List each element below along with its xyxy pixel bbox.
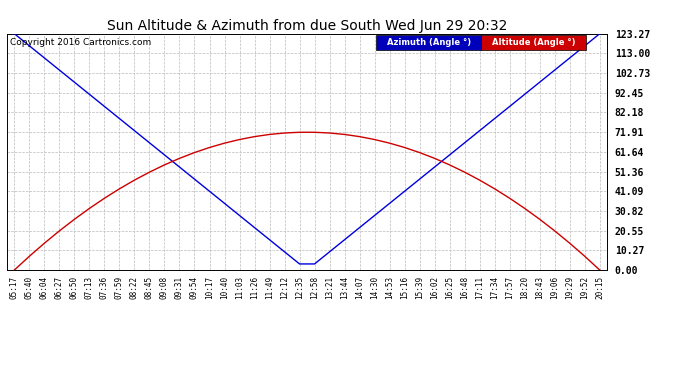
FancyBboxPatch shape [481,35,586,50]
FancyBboxPatch shape [376,35,481,50]
Title: Sun Altitude & Azimuth from due South Wed Jun 29 20:32: Sun Altitude & Azimuth from due South We… [107,19,507,33]
Text: Altitude (Angle °): Altitude (Angle °) [492,38,575,47]
Text: Copyright 2016 Cartronics.com: Copyright 2016 Cartronics.com [10,39,151,48]
Text: Azimuth (Angle °): Azimuth (Angle °) [386,38,471,47]
